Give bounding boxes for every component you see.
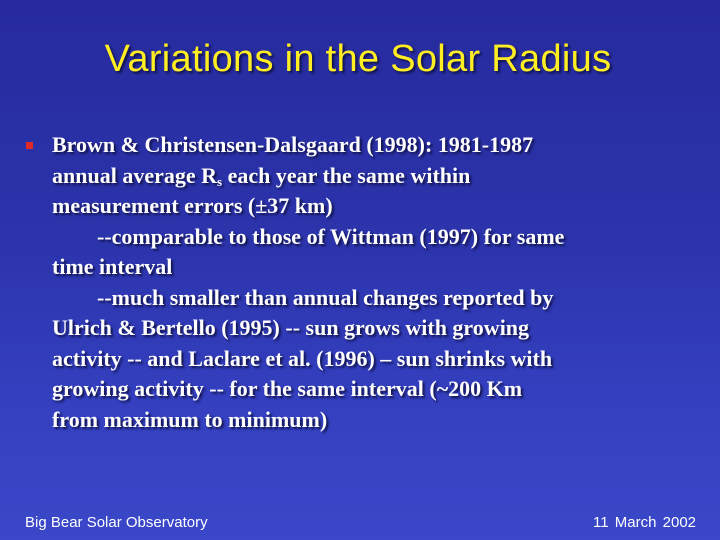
bullet-line-7: Ulrich & Bertello (1995) -- sun grows wi… [52, 315, 530, 340]
bullet-line-2: annual average Rs each year the same wit… [52, 161, 702, 192]
bullet-line-1: Brown & Christensen-Dalsgaard (1998): 19… [52, 132, 534, 157]
bullet-line-9: growing activity -- for the same interva… [52, 376, 523, 401]
bullet-line-2-text: annual average R [52, 162, 217, 188]
square-bullet-icon [26, 142, 33, 149]
slide-title: Variations in the Solar Radius [104, 38, 612, 80]
bullet-line-5: time interval [52, 254, 173, 279]
bullet-line-3: measurement errors (±37 km) [52, 193, 333, 218]
footer-date: 11 March 2002 [593, 514, 696, 531]
bullet-line-6: --much smaller than annual changes repor… [97, 284, 554, 310]
bullet-body: Brown & Christensen-Dalsgaard (1998): 19… [52, 130, 702, 435]
bullet-line-2-tail: each year the same within [222, 162, 471, 188]
bullet-line-4: --comparable to those of Wittman (1997) … [97, 223, 565, 249]
bullet-line-8: activity -- and Laclare et al. (1996) – … [52, 345, 553, 371]
radius-subscript: s [217, 173, 223, 189]
bullet-line-10: from maximum to minimum) [52, 406, 328, 432]
footer-organization: Big Bear Solar Observatory [25, 514, 208, 531]
